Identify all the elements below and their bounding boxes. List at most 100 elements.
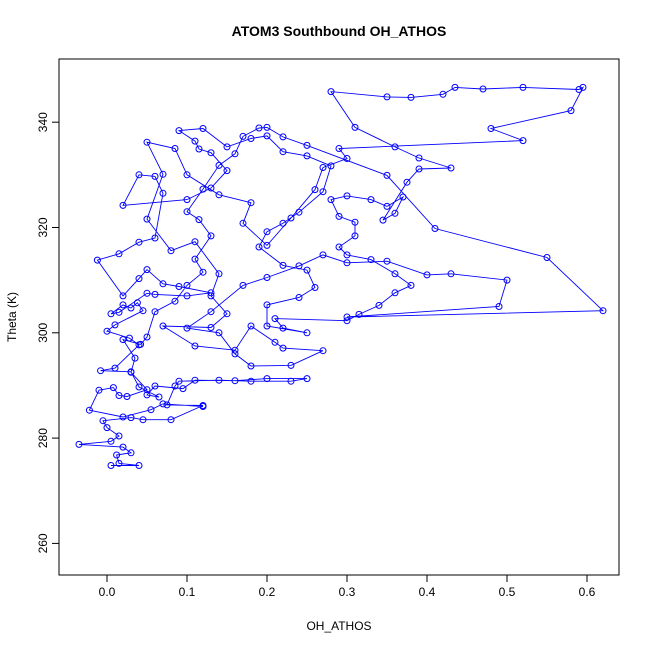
data-point — [263, 301, 271, 309]
data-point — [575, 86, 583, 93]
data-point — [351, 218, 359, 226]
data-point — [123, 393, 131, 400]
data-point — [183, 208, 191, 216]
data-point — [215, 329, 223, 337]
data-point — [599, 307, 607, 315]
data-point — [403, 178, 411, 186]
data-point — [303, 152, 311, 160]
data-point — [133, 299, 141, 307]
data-point — [151, 234, 159, 242]
data-point — [287, 361, 295, 369]
data-point — [143, 391, 151, 399]
data-point — [139, 307, 147, 315]
y-tick-label: 260 — [36, 533, 50, 553]
data-point — [343, 251, 351, 259]
data-point — [215, 376, 223, 384]
y-axis-label: Theta (K) — [5, 292, 19, 342]
data-point — [119, 292, 127, 300]
data-point — [335, 145, 343, 152]
data-point — [179, 385, 187, 393]
data-point — [127, 414, 135, 422]
y-axis: 260 280 300 320 340 — [36, 112, 59, 553]
data-point — [303, 266, 311, 274]
data-point — [247, 377, 255, 385]
data-point — [379, 216, 387, 224]
data-point — [303, 329, 311, 337]
data-point — [279, 261, 287, 269]
data-point — [111, 321, 119, 329]
data-point — [103, 424, 111, 432]
data-point — [97, 367, 105, 375]
data-point — [271, 315, 279, 323]
data-point — [223, 310, 231, 318]
data-point — [351, 232, 359, 240]
data-point — [451, 83, 459, 91]
data-point — [119, 443, 127, 451]
data-point — [135, 275, 143, 283]
data-point — [107, 310, 115, 318]
data-point — [119, 201, 127, 209]
data-point — [383, 171, 391, 179]
data-point — [391, 209, 399, 217]
data-point — [159, 400, 167, 408]
data-point — [115, 459, 123, 467]
x-axis: 0.0 0.1 0.2 0.3 0.4 0.5 0.6 — [99, 575, 596, 599]
data-point — [207, 292, 215, 300]
x-tick-label: 0.6 — [579, 585, 596, 599]
plot-frame — [58, 58, 620, 576]
data-point — [115, 432, 123, 440]
data-series — [75, 83, 607, 469]
data-point — [279, 324, 287, 332]
data-point — [279, 219, 287, 227]
data-point — [447, 270, 455, 278]
data-point — [327, 162, 335, 170]
data-point — [127, 449, 135, 457]
data-point — [159, 189, 167, 197]
data-point — [113, 451, 121, 459]
data-point — [247, 362, 255, 370]
data-point — [255, 124, 263, 132]
x-tick-label: 0.4 — [419, 585, 436, 599]
data-point — [215, 161, 223, 169]
data-point — [439, 90, 447, 98]
data-point — [487, 125, 495, 132]
data-point — [139, 416, 147, 424]
data-point — [127, 304, 135, 312]
data-point — [367, 256, 375, 264]
data-point — [199, 125, 207, 132]
data-point — [125, 334, 133, 342]
data-point — [127, 368, 135, 376]
data-point — [279, 148, 287, 156]
data-point — [183, 196, 191, 204]
data-point — [319, 188, 327, 196]
data-point — [147, 406, 155, 414]
x-tick-label: 0.2 — [259, 585, 276, 599]
data-point — [191, 238, 199, 246]
data-point — [495, 303, 503, 310]
data-point — [295, 208, 303, 216]
data-point — [171, 145, 179, 152]
data-point — [155, 393, 163, 401]
data-point — [239, 281, 247, 289]
data-point — [143, 266, 151, 274]
data-point — [223, 143, 231, 151]
data-point — [135, 462, 143, 469]
data-point — [399, 193, 407, 201]
data-point — [183, 171, 191, 179]
data-point — [151, 308, 159, 316]
data-point — [391, 270, 399, 278]
data-point — [231, 150, 239, 158]
data-point — [115, 250, 123, 258]
data-point — [207, 149, 215, 157]
data-point — [135, 383, 143, 391]
data-point — [247, 199, 255, 207]
data-point — [175, 377, 183, 385]
data-point — [519, 137, 527, 145]
data-point — [519, 83, 527, 91]
data-point — [107, 462, 115, 469]
data-point — [159, 280, 167, 288]
data-point — [231, 346, 239, 354]
x-tick-label: 0.5 — [499, 585, 516, 599]
data-point — [343, 317, 351, 325]
